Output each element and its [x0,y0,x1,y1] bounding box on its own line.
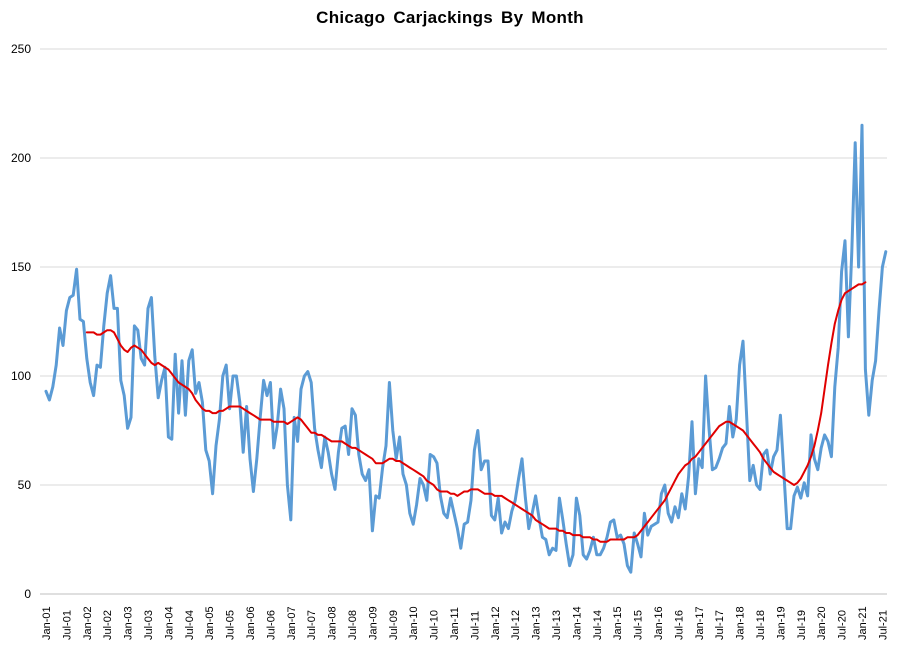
x-tick-label-jul-18: Jul-18 [755,610,767,640]
x-tick-label-jan-04: Jan-04 [163,606,175,640]
x-tick-label-jul-13: Jul-13 [551,610,563,640]
x-tick-label-jul-16: Jul-16 [673,610,685,640]
x-tick-label-jul-08: Jul-08 [347,610,359,640]
x-tick-label-jul-05: Jul-05 [225,610,237,640]
x-tick-label-jan-10: Jan-10 [408,606,420,640]
x-tick-label-jan-03: Jan-03 [123,606,135,640]
x-tick-label-jul-03: Jul-03 [143,610,155,640]
x-tick-label-jan-09: Jan-09 [367,606,379,640]
x-tick-label-jan-20: Jan-20 [816,606,828,640]
x-tick-label-jul-02: Jul-02 [102,610,114,640]
y-tick-label-50: 50 [18,478,32,492]
x-tick-label-jul-19: Jul-19 [796,610,808,640]
x-tick-label-jul-14: Jul-14 [592,610,604,640]
x-tick-label-jan-13: Jan-13 [531,606,543,640]
x-axis-tick-labels: Jan-01 Jul-01 Jan-02 Jul-02 Jan-03 Jul-03 Jan-… [41,606,889,640]
x-tick-label-jan-05: Jan-05 [204,606,216,640]
chart-title: Chicago Carjackings By Month [316,8,584,27]
x-tick-label-jul-17: Jul-17 [714,610,726,640]
moving-average-line [85,281,867,543]
y-tick-label-250: 250 [11,42,31,56]
y-tick-label-100: 100 [11,369,31,383]
x-tick-label-jan-17: Jan-17 [694,606,706,640]
x-tick-label-jan-12: Jan-12 [490,606,502,640]
x-tick-label-jan-02: Jan-02 [82,606,94,640]
monthly-series-line [44,123,888,574]
x-tick-label-jan-18: Jan-18 [735,606,747,640]
x-tick-label-jul-20: Jul-20 [837,610,849,640]
x-tick-label-jul-09: Jul-09 [388,610,400,640]
x-tick-label-jul-01: Jul-01 [61,610,73,640]
y-tick-label-150: 150 [11,260,31,274]
x-tick-label-jan-06: Jan-06 [245,606,257,640]
y-axis-tick-labels: 0 50 100 150 200 250 [11,42,31,601]
x-tick-label-jul-10: Jul-10 [429,610,441,640]
x-tick-label-jan-16: Jan-16 [653,606,665,640]
y-tick-label-200: 200 [11,151,31,165]
x-tick-label-jan-14: Jan-14 [571,606,583,640]
x-tick-label-jan-01: Jan-01 [41,606,53,640]
x-tick-label-jul-04: Jul-04 [184,610,196,640]
x-tick-label-jan-07: Jan-07 [286,606,298,640]
x-tick-label-jul-11: Jul-11 [469,611,481,640]
x-tick-label-jul-06: Jul-06 [265,610,277,640]
series-lines [44,123,888,574]
x-tick-label-jan-21: Jan-21 [857,606,869,640]
x-tick-label-jul-15: Jul-15 [633,610,645,640]
x-tick-label-jan-15: Jan-15 [612,606,624,640]
x-tick-label-jan-11: Jan-11 [449,607,461,640]
x-tick-label-jul-21: Jul-21 [877,610,889,640]
x-tick-label-jan-19: Jan-19 [775,606,787,640]
x-tick-label-jan-08: Jan-08 [327,606,339,640]
y-tick-label-0: 0 [24,587,31,601]
gridlines [40,48,887,595]
x-tick-label-jul-12: Jul-12 [510,610,522,640]
x-tick-label-jul-07: Jul-07 [306,610,318,640]
